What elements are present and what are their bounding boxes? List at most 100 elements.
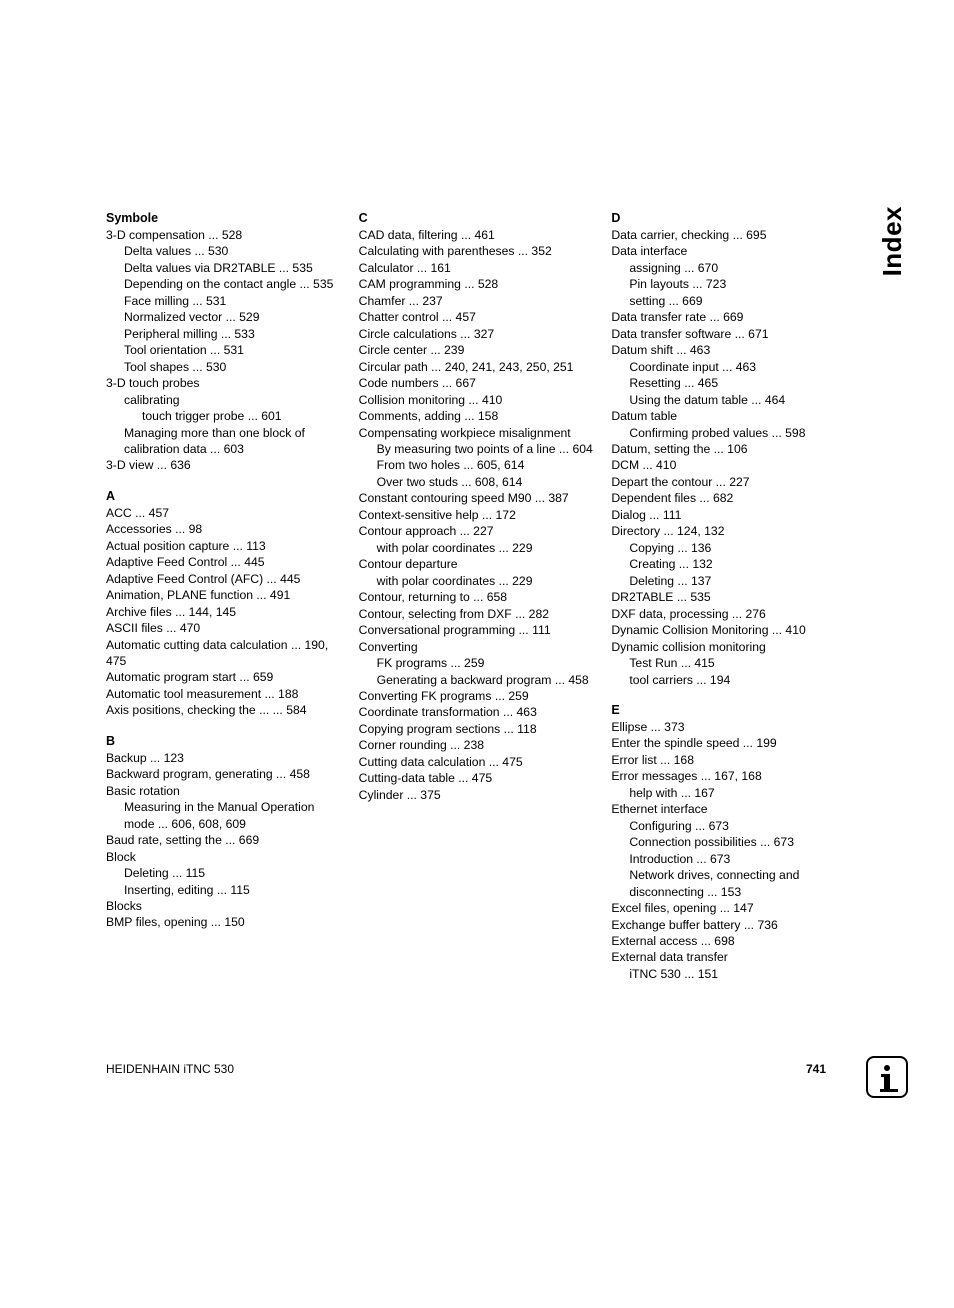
index-column: DData carrier, checking ... 695Data inte… <box>611 210 846 982</box>
index-entry: Automatic tool measurement ... 188 <box>106 686 341 702</box>
section-heading: E <box>611 702 846 719</box>
index-entry: Cutting data calculation ... 475 <box>359 754 594 770</box>
index-entry: Archive files ... 144, 145 <box>106 604 341 620</box>
index-entry: External data transfer <box>611 949 846 965</box>
index-entry: Compensating workpiece misalignment <box>359 425 594 441</box>
index-entry: Contour, returning to ... 658 <box>359 589 594 605</box>
index-entry: Comments, adding ... 158 <box>359 408 594 424</box>
index-entry: Delta values ... 530 <box>106 243 341 259</box>
index-entry: Tool shapes ... 530 <box>106 359 341 375</box>
index-entry: Dialog ... 111 <box>611 507 846 523</box>
index-entry: Circle center ... 239 <box>359 342 594 358</box>
index-entry: Baud rate, setting the ... 669 <box>106 832 341 848</box>
index-entry: Block <box>106 849 341 865</box>
index-entry: Calculating with parentheses ... 352 <box>359 243 594 259</box>
index-entry: Depart the contour ... 227 <box>611 474 846 490</box>
index-entry: Chatter control ... 457 <box>359 309 594 325</box>
index-entry: Normalized vector ... 529 <box>106 309 341 325</box>
index-entry: Enter the spindle speed ... 199 <box>611 735 846 751</box>
index-entry: Corner rounding ... 238 <box>359 737 594 753</box>
index-entry: Converting <box>359 639 594 655</box>
index-columns: Symbole3-D compensation ... 528Delta val… <box>106 210 846 982</box>
index-entry: DR2TABLE ... 535 <box>611 589 846 605</box>
index-column: Symbole3-D compensation ... 528Delta val… <box>106 210 341 982</box>
section-heading: B <box>106 733 341 750</box>
index-entry: Connection possibilities ... 673 <box>611 834 846 850</box>
index-entry: 3-D view ... 636 <box>106 457 341 473</box>
index-entry: Error list ... 168 <box>611 752 846 768</box>
index-entry: Peripheral milling ... 533 <box>106 326 341 342</box>
index-entry: setting ... 669 <box>611 293 846 309</box>
index-entry: Delta values via DR2TABLE ... 535 <box>106 260 341 276</box>
index-entry: Face milling ... 531 <box>106 293 341 309</box>
index-entry: Dynamic Collision Monitoring ... 410 <box>611 622 846 638</box>
index-entry: Axis positions, checking the ... ... 584 <box>106 702 341 718</box>
index-entry: Generating a backward program ... 458 <box>359 672 594 688</box>
index-entry: DXF data, processing ... 276 <box>611 606 846 622</box>
index-entry: Animation, PLANE function ... 491 <box>106 587 341 603</box>
index-entry: Cutting-data table ... 475 <box>359 770 594 786</box>
index-entry: Managing more than one block of calibrat… <box>106 425 341 458</box>
index-entry: From two holes ... 605, 614 <box>359 457 594 473</box>
index-entry: CAD data, filtering ... 461 <box>359 227 594 243</box>
index-entry: Over two studs ... 608, 614 <box>359 474 594 490</box>
section-heading: Symbole <box>106 210 341 227</box>
index-entry: Data carrier, checking ... 695 <box>611 227 846 243</box>
index-entry: with polar coordinates ... 229 <box>359 573 594 589</box>
index-entry: Resetting ... 465 <box>611 375 846 391</box>
index-entry: 3-D touch probes <box>106 375 341 391</box>
index-entry: Cylinder ... 375 <box>359 787 594 803</box>
index-entry: Error messages ... 167, 168 <box>611 768 846 784</box>
index-entry: Using the datum table ... 464 <box>611 392 846 408</box>
index-entry: Blocks <box>106 898 341 914</box>
index-entry: Copying ... 136 <box>611 540 846 556</box>
index-entry: Code numbers ... 667 <box>359 375 594 391</box>
section-heading: D <box>611 210 846 227</box>
index-column: CCAD data, filtering ... 461Calculating … <box>359 210 594 982</box>
index-entry: Excel files, opening ... 147 <box>611 900 846 916</box>
index-entry: Ethernet interface <box>611 801 846 817</box>
index-entry: Data transfer software ... 671 <box>611 326 846 342</box>
index-entry: Coordinate input ... 463 <box>611 359 846 375</box>
index-entry: tool carriers ... 194 <box>611 672 846 688</box>
index-entry: Datum, setting the ... 106 <box>611 441 846 457</box>
index-entry: Chamfer ... 237 <box>359 293 594 309</box>
index-entry: Pin layouts ... 723 <box>611 276 846 292</box>
index-entry: calibrating <box>106 392 341 408</box>
index-entry: Datum shift ... 463 <box>611 342 846 358</box>
index-entry: Directory ... 124, 132 <box>611 523 846 539</box>
index-entry: DCM ... 410 <box>611 457 846 473</box>
index-entry: touch trigger probe ... 601 <box>106 408 341 424</box>
index-entry: Depending on the contact angle ... 535 <box>106 276 341 292</box>
index-entry: Conversational programming ... 111 <box>359 622 594 638</box>
index-entry: Automatic program start ... 659 <box>106 669 341 685</box>
index-entry: Dependent files ... 682 <box>611 490 846 506</box>
index-entry: Automatic cutting data calculation ... 1… <box>106 637 341 670</box>
index-entry: Deleting ... 115 <box>106 865 341 881</box>
index-entry: Creating ... 132 <box>611 556 846 572</box>
index-entry: FK programs ... 259 <box>359 655 594 671</box>
index-entry: help with ... 167 <box>611 785 846 801</box>
section-heading: C <box>359 210 594 227</box>
index-entry: Adaptive Feed Control ... 445 <box>106 554 341 570</box>
index-entry: Introduction ... 673 <box>611 851 846 867</box>
index-entry: Collision monitoring ... 410 <box>359 392 594 408</box>
index-entry: BMP files, opening ... 150 <box>106 914 341 930</box>
index-entry: Backup ... 123 <box>106 750 341 766</box>
index-entry: Accessories ... 98 <box>106 521 341 537</box>
index-entry: Circle calculations ... 327 <box>359 326 594 342</box>
index-page: Symbole3-D compensation ... 528Delta val… <box>106 210 846 982</box>
index-entry: Exchange buffer battery ... 736 <box>611 917 846 933</box>
index-entry: Configuring ... 673 <box>611 818 846 834</box>
index-entry: Measuring in the Manual Operation mode .… <box>106 799 341 832</box>
index-entry: Deleting ... 137 <box>611 573 846 589</box>
index-entry: Constant contouring speed M90 ... 387 <box>359 490 594 506</box>
page-number: 741 <box>806 1062 826 1076</box>
index-entry: Network drives, connecting and disconnec… <box>611 867 846 900</box>
index-entry: External access ... 698 <box>611 933 846 949</box>
footer-product: HEIDENHAIN iTNC 530 <box>106 1062 234 1076</box>
page-footer: HEIDENHAIN iTNC 530 741 <box>106 1062 826 1076</box>
index-entry: Confirming probed values ... 598 <box>611 425 846 441</box>
index-entry: Context-sensitive help ... 172 <box>359 507 594 523</box>
index-entry: Converting FK programs ... 259 <box>359 688 594 704</box>
